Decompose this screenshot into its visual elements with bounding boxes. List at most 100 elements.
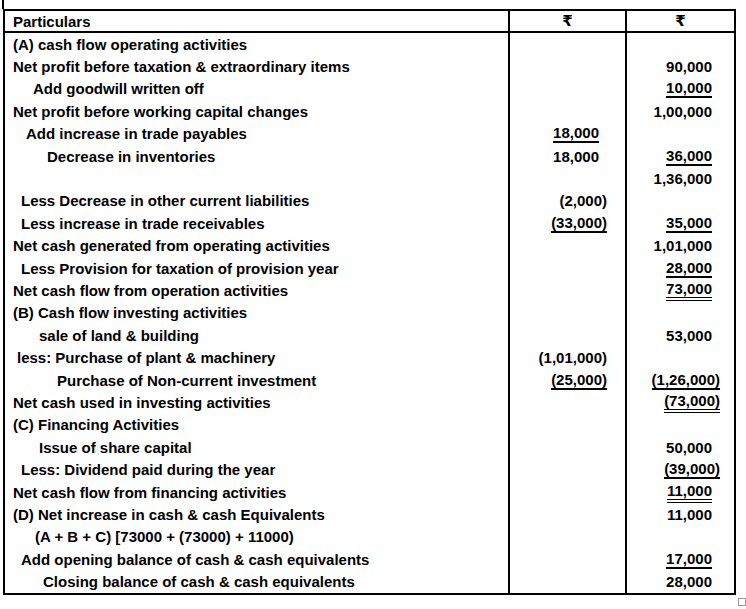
amount-value: (73,000) xyxy=(664,392,720,413)
row-amount-detail: (1,01,000) xyxy=(509,346,626,368)
row-particulars: Net profit before working capital change… xyxy=(4,100,509,122)
row-amount-total: 28,000 xyxy=(626,257,735,279)
row-particulars: Closing balance of cash & cash equivalen… xyxy=(4,570,509,593)
row-particulars: Purchase of Non-current investment xyxy=(4,369,509,391)
amount-value: 28,000 xyxy=(666,259,712,278)
row-amount-detail xyxy=(509,78,626,100)
row-amount-detail xyxy=(509,302,626,324)
row-particulars: Net cash flow from operation activities xyxy=(4,279,509,301)
row-particulars: Add opening balance of cash & cash equiv… xyxy=(4,548,509,570)
amount-value: (25,000) xyxy=(551,371,607,390)
row-amount-detail xyxy=(509,279,626,301)
table-row: (B) Cash flow investing activities xyxy=(4,302,735,324)
row-amount-total: 17,000 xyxy=(626,548,735,570)
row-amount-detail xyxy=(509,55,626,77)
amount-value: (2,000) xyxy=(559,192,607,209)
row-amount-detail xyxy=(509,503,626,525)
amount-value: 36,000 xyxy=(666,147,712,166)
amount-value: 1,01,000 xyxy=(654,237,712,254)
table-resize-handle[interactable] xyxy=(738,598,746,606)
row-amount-total: 1,36,000 xyxy=(626,167,735,189)
amount-value: (39,000) xyxy=(664,460,720,479)
row-amount-detail xyxy=(509,235,626,257)
table-row: Less: Dividend paid during the year (39,0… xyxy=(4,458,735,480)
table-row: less: Purchase of plant & machinery (1,01… xyxy=(4,346,735,368)
row-amount-detail xyxy=(509,458,626,480)
table-row: Less Decrease in other current liabiliti… xyxy=(4,190,735,212)
table-row: Issue of share capital50,000 xyxy=(4,436,735,458)
row-particulars: (A) cash flow operating activities xyxy=(4,32,509,55)
table-row: Purchase of Non-current investment (25,00… xyxy=(4,369,735,391)
table-row: (A) cash flow operating activities xyxy=(4,32,735,55)
row-amount-total xyxy=(626,414,735,436)
table-row: Less increase in trade receivables(33,00… xyxy=(4,212,735,234)
amount-value: (1,01,000) xyxy=(539,349,607,366)
row-particulars: sale of land & building xyxy=(4,324,509,346)
row-amount-total xyxy=(626,32,735,55)
row-particulars: (B) Cash flow investing activities xyxy=(4,302,509,324)
amount-value: 1,36,000 xyxy=(654,170,712,187)
row-amount-total: 10,000 xyxy=(626,78,735,100)
row-amount-total xyxy=(626,346,735,368)
row-particulars: less: Purchase of plant & machinery xyxy=(4,346,509,368)
row-amount-detail xyxy=(509,548,626,570)
amount-value: 53,000 xyxy=(666,327,712,344)
row-amount-detail: (2,000) xyxy=(509,190,626,212)
row-amount-detail xyxy=(509,414,626,436)
row-amount-total: 53,000 xyxy=(626,324,735,346)
amount-value: 17,000 xyxy=(666,550,712,569)
table-row: sale of land & building 53,000 xyxy=(4,324,735,346)
table-row: (A + B + C) [73000 + (73000) + 11000) xyxy=(4,526,735,548)
amount-value: 90,000 xyxy=(666,58,712,75)
row-amount-detail xyxy=(509,391,626,413)
row-particulars: Decrease in inventories xyxy=(4,145,509,167)
table-row: 1,36,000 xyxy=(4,167,735,189)
row-amount-total: 1,01,000 xyxy=(626,235,735,257)
row-particulars: Add goodwill written off xyxy=(4,78,509,100)
row-amount-total: (39,000) xyxy=(626,458,735,480)
table-row: Net cash flow from financing activities 1… xyxy=(4,481,735,503)
row-amount-detail xyxy=(509,436,626,458)
row-particulars: Less Provision for taxation of provision… xyxy=(4,257,509,279)
row-particulars: Net cash flow from financing activities xyxy=(4,481,509,503)
row-amount-total: (1,26,000) xyxy=(626,369,735,391)
table-row: Add increase in trade payables18,000 xyxy=(4,123,735,145)
row-amount-total: 73,000 xyxy=(626,279,735,301)
row-particulars: Net profit before taxation & extraordina… xyxy=(4,55,509,77)
amount-value: (1,26,000) xyxy=(652,371,720,390)
amount-value: 1,00,000 xyxy=(654,103,712,120)
table-row: Net profit before working capital change… xyxy=(4,100,735,122)
table-row: Decrease in inventories18,00036,000 xyxy=(4,145,735,167)
amount-value: 10,000 xyxy=(666,79,712,98)
row-amount-total xyxy=(626,123,735,145)
row-amount-total: 35,000 xyxy=(626,212,735,234)
row-particulars: (A + B + C) [73000 + (73000) + 11000) xyxy=(4,526,509,548)
table-row: (C) Financing Activities xyxy=(4,414,735,436)
row-particulars: (D) Net increase in cash & cash Equivale… xyxy=(4,503,509,525)
amount-value: 11,000 xyxy=(667,482,712,503)
row-amount-total: 36,000 xyxy=(626,145,735,167)
row-amount-detail: (33,000) xyxy=(509,212,626,234)
amount-value: 28,000 xyxy=(666,573,712,590)
row-amount-detail xyxy=(509,324,626,346)
row-particulars: Net cash generated from operating activi… xyxy=(4,235,509,257)
row-amount-total xyxy=(626,190,735,212)
row-particulars: Net cash used in investing activities xyxy=(4,391,509,413)
row-amount-total: 11,000 xyxy=(626,503,735,525)
row-amount-detail xyxy=(509,481,626,503)
row-amount-total xyxy=(626,302,735,324)
row-particulars: Add increase in trade payables xyxy=(4,123,509,145)
row-amount-total: 90,000 xyxy=(626,55,735,77)
row-amount-detail xyxy=(509,32,626,55)
row-amount-total: 28,000 xyxy=(626,570,735,593)
table-row: Net profit before taxation & extraordina… xyxy=(4,55,735,77)
row-amount-detail xyxy=(509,167,626,189)
table-row: Add opening balance of cash & cash equiv… xyxy=(4,548,735,570)
table-row: Net cash generated from operating activi… xyxy=(4,235,735,257)
table-row: Add goodwill written off 10,000 xyxy=(4,78,735,100)
column-header-rupee-2: ₹ xyxy=(626,10,735,32)
amount-value: 73,000 xyxy=(666,280,712,301)
row-amount-detail: 18,000 xyxy=(509,123,626,145)
row-particulars: Less: Dividend paid during the year xyxy=(4,458,509,480)
row-particulars: (C) Financing Activities xyxy=(4,414,509,436)
